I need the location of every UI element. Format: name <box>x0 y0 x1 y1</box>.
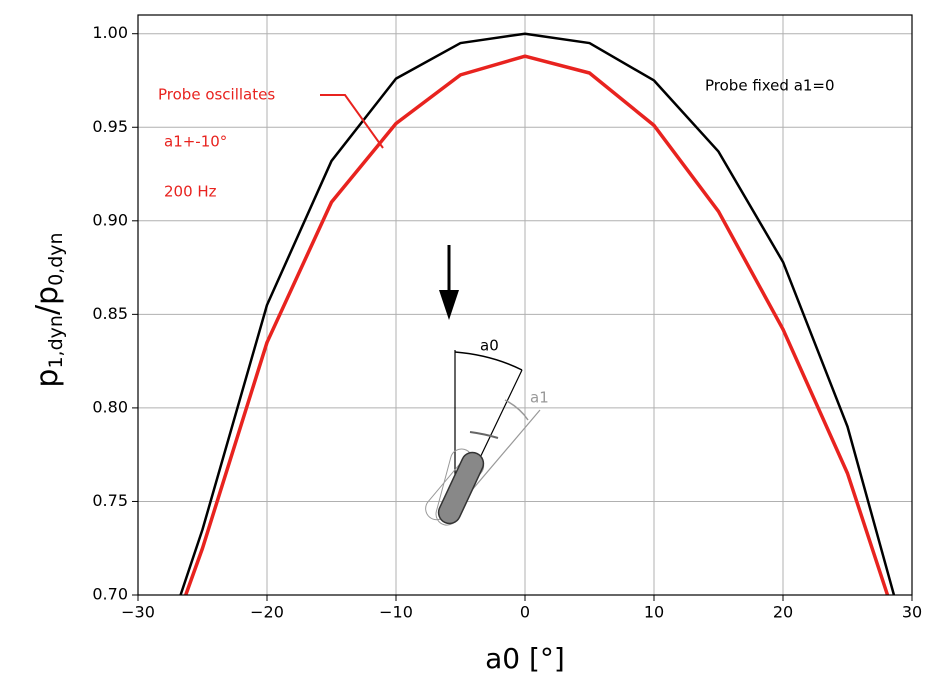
x-tick-label: 10 <box>644 603 664 622</box>
series-label: Probe fixed a1=0 <box>705 77 835 95</box>
y-label-sub: 0,dyn <box>45 232 67 285</box>
y-label-part: /p <box>30 286 65 315</box>
y-tick-label: 0.70 <box>92 585 128 604</box>
y-axis-label: p1,dyn/p0,dyn <box>30 232 67 387</box>
probe-diagram: a0 a1 <box>425 245 549 526</box>
series-line <box>184 54 890 596</box>
annotation: 200 Hz <box>164 183 217 201</box>
a1-arc <box>504 399 529 421</box>
x-tick-label: −20 <box>250 603 284 622</box>
x-axis-label: a0 [°] <box>485 642 565 675</box>
x-tick-label: −10 <box>379 603 413 622</box>
a0-arc <box>454 351 523 371</box>
y-tick-label: 0.75 <box>92 491 128 510</box>
osc-arc <box>469 431 499 439</box>
x-tick-label: 0 <box>520 603 530 622</box>
arrow-head <box>439 290 459 320</box>
x-tick-label: −30 <box>121 603 155 622</box>
y-tick-label: 0.85 <box>92 304 128 323</box>
leader-line <box>320 94 384 149</box>
y-tick-label: 0.90 <box>92 210 128 229</box>
inset-label: a0 <box>480 337 499 355</box>
probe-body <box>437 451 485 525</box>
x-tick-label: 30 <box>902 603 922 622</box>
x-tick-label: 20 <box>773 603 793 622</box>
annotation: a1+-10° <box>164 133 227 151</box>
y-tick-label: 0.95 <box>92 117 128 136</box>
y-tick-label: 1.00 <box>92 23 128 42</box>
y-tick-label: 0.80 <box>92 397 128 416</box>
inset-label: a1 <box>530 389 549 407</box>
series-line <box>179 32 896 596</box>
series-label: Probe oscillates <box>158 86 275 104</box>
y-label-sub: 1,dyn <box>45 315 67 368</box>
y-label-part: p <box>30 369 65 388</box>
curves <box>179 32 896 596</box>
